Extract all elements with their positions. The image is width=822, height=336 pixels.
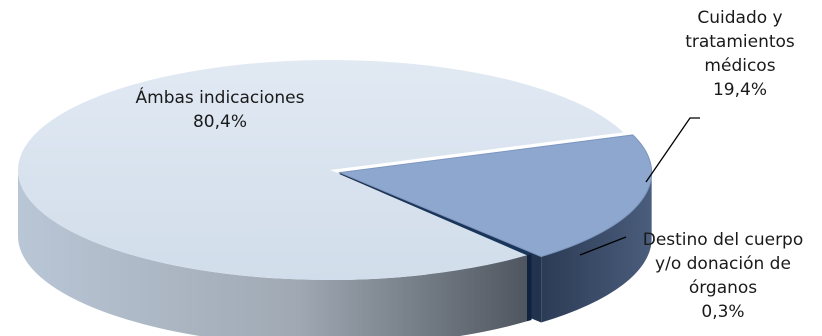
slice-label-cuidado: Cuidado y tratamientos médicos 19,4%: [660, 6, 820, 102]
pie-tops: [17, 59, 653, 280]
slice-label-destino-line-3: órganos: [688, 278, 758, 298]
slice-label-cuidado-line-1: Cuidado y: [697, 8, 783, 28]
leader-line-destino: [579, 236, 627, 256]
slice-label-ambas-line-1: Ámbas indicaciones: [135, 88, 305, 108]
slice-value-destino: 0,3%: [701, 302, 745, 322]
slice-value-ambas: 80,4%: [192, 112, 247, 132]
slice-label-destino-line-1: Destino del cuerpo: [642, 230, 804, 250]
slice-label-destino: Destino del cuerpo y/o donación de órgan…: [626, 228, 820, 324]
pie-side-cuidado: [541, 172, 652, 323]
slice-label-cuidado-line-2: tratamientos: [685, 32, 795, 52]
pie-slice-ambas: [17, 59, 624, 280]
leader-lines: [579, 117, 700, 256]
pie-side-ambas: [18, 170, 527, 336]
pie-side-destino: [526, 253, 532, 322]
slice-label-cuidado-line-3: médicos: [704, 56, 776, 76]
leader-line-cuidado: [645, 117, 700, 183]
pie-slice-destino: [330, 170, 532, 256]
slice-label-destino-line-2: y/o donación de: [655, 254, 791, 274]
slice-value-cuidado: 19,4%: [712, 80, 767, 100]
slice-label-ambas: Ámbas indicaciones 80,4%: [110, 86, 330, 134]
pie-slice-cuidado: [337, 134, 653, 258]
